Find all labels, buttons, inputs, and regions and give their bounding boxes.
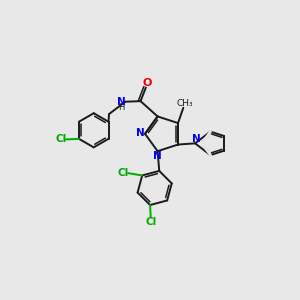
Text: N: N [192,134,200,144]
Text: O: O [142,79,152,88]
Text: Cl: Cl [55,134,66,144]
Text: N: N [153,151,162,161]
Text: CH₃: CH₃ [176,99,193,108]
Text: Cl: Cl [117,167,128,178]
Text: Cl: Cl [146,218,157,227]
Text: N: N [136,128,145,138]
Text: H: H [118,103,125,112]
Text: N: N [117,97,126,107]
